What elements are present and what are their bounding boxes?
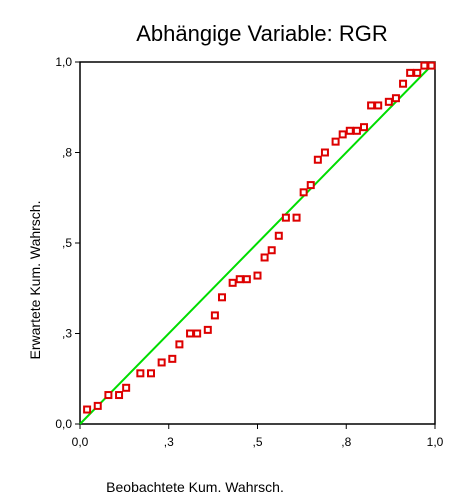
data-point (115, 391, 124, 400)
data-point (306, 181, 315, 190)
data-point (399, 79, 408, 88)
data-point (292, 213, 301, 222)
data-point (352, 126, 361, 135)
data-point (122, 383, 131, 392)
data-point (104, 391, 113, 400)
data-point (242, 275, 251, 284)
x-axis-ticks: 0,0 ,3 ,5 ,8 1,0 (72, 424, 444, 449)
data-point (391, 94, 400, 103)
data-point (374, 101, 383, 110)
data-point (253, 271, 262, 280)
data-point (193, 329, 202, 338)
data-point (218, 293, 226, 302)
data-point (384, 97, 393, 106)
data-point (420, 61, 429, 70)
y-axis-label: Erwartete Kum. Wahrsch. (27, 201, 43, 360)
data-point (331, 137, 340, 146)
y-tick-label: 1,0 (55, 55, 72, 69)
data-points (83, 61, 436, 414)
data-point (228, 278, 237, 287)
data-point (186, 329, 195, 338)
data-point (413, 68, 422, 77)
data-point (260, 253, 269, 262)
data-point (235, 275, 244, 284)
reference-diagonal-line (79, 61, 436, 425)
x-axis-label: Beobachtete Kum. Wahrsch. (106, 479, 284, 495)
data-point (175, 340, 184, 349)
data-point (274, 231, 283, 240)
data-point (338, 130, 347, 139)
data-point (168, 354, 177, 363)
data-point (345, 126, 354, 135)
data-point (299, 188, 308, 197)
data-point (83, 405, 92, 414)
data-point (360, 123, 368, 132)
data-point (281, 213, 290, 222)
x-tick-label: 1,0 (427, 435, 444, 449)
data-point (320, 148, 329, 157)
data-point (427, 61, 436, 70)
data-point (267, 246, 276, 255)
data-point (203, 325, 212, 334)
data-point (147, 369, 155, 378)
data-point (406, 68, 415, 77)
y-tick-label: 0,0 (55, 417, 72, 431)
y-tick-label: ,3 (62, 327, 72, 341)
x-tick-label: ,5 (252, 435, 262, 449)
chart-title: Abhängige Variable: RGR (136, 21, 388, 46)
y-tick-label: ,5 (62, 236, 72, 250)
y-axis-ticks: 0,0 ,3 ,5 ,8 1,0 (55, 55, 80, 431)
y-tick-label: ,8 (62, 146, 72, 160)
data-point (210, 311, 219, 320)
data-point (93, 401, 102, 410)
data-point (157, 358, 166, 367)
data-point (313, 155, 322, 164)
data-point (136, 369, 145, 378)
x-tick-label: 0,0 (72, 435, 89, 449)
data-point (367, 101, 376, 110)
x-tick-label: ,8 (341, 435, 351, 449)
x-tick-label: ,3 (164, 435, 174, 449)
